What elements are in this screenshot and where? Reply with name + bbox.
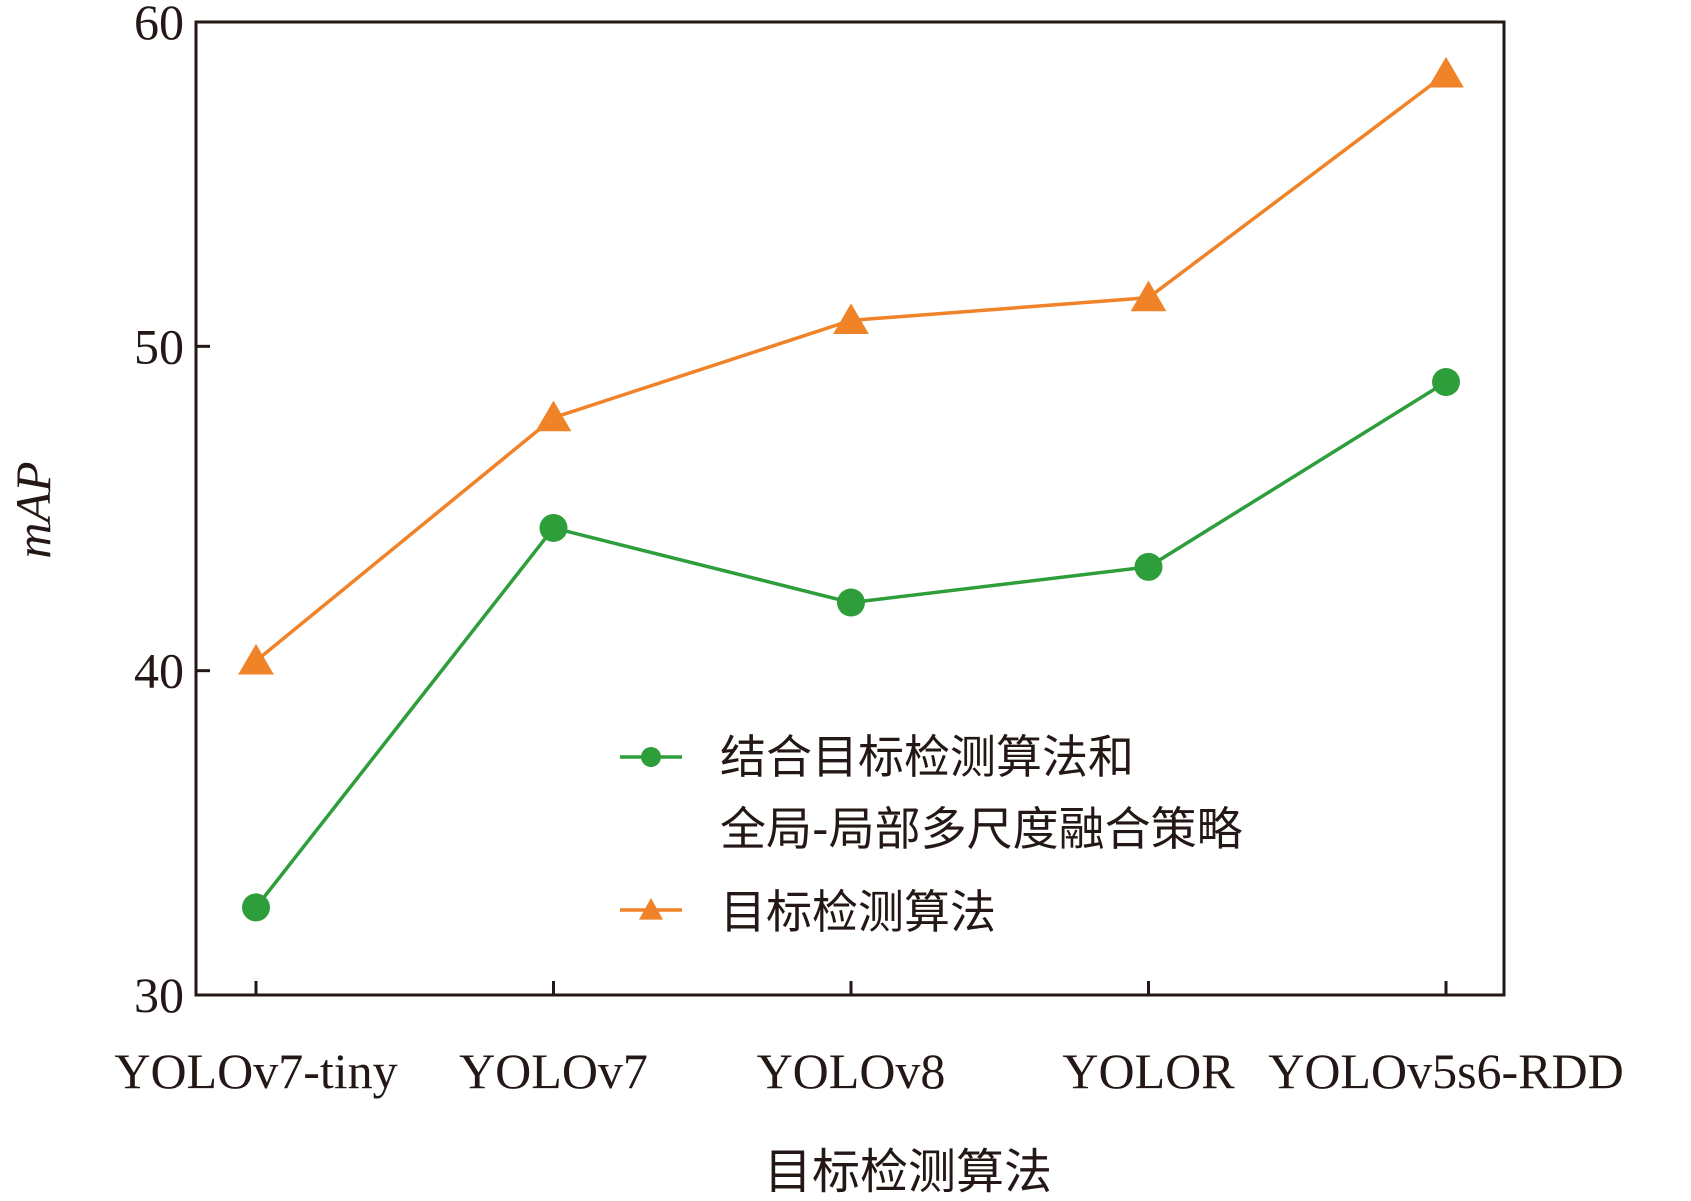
y-tick-label: 50 [134, 318, 184, 374]
x-axis-label: 目标检测算法 [764, 1144, 1052, 1200]
data-point-triangle [238, 643, 274, 675]
y-tick-label: 40 [134, 643, 184, 699]
data-point-triangle [1428, 56, 1464, 88]
x-tick-label: YOLOv7-tiny [114, 1043, 397, 1099]
y-axis-ticks: 30 40 50 60 [134, 0, 210, 1023]
legend-label: 目标检测算法 [720, 885, 996, 939]
legend-label: 结合目标检测算法和 [720, 730, 1134, 784]
data-point-circle [837, 588, 865, 617]
legend-marker-circle [641, 747, 661, 767]
y-axis-label: mAP [5, 461, 61, 558]
data-point-circle [539, 513, 568, 542]
x-tick-label: YOLOv8 [757, 1043, 946, 1099]
x-axis-ticks: YOLOv7-tiny YOLOv7 YOLOv8 YOLOR YOLOv5s6-RDD [114, 981, 1624, 1099]
data-point-triangle [833, 303, 869, 334]
legend-marker-triangle [639, 898, 663, 920]
x-tick-label: YOLOv7 [459, 1043, 648, 1099]
x-tick-label: YOLOv5s6-RDD [1268, 1043, 1624, 1099]
data-point-circle [242, 893, 270, 922]
data-point-triangle [535, 400, 572, 432]
series-line-2 [254, 72, 1448, 663]
data-point-circle [1134, 552, 1163, 581]
x-tick-label: YOLOR [1062, 1043, 1235, 1099]
data-point-circle [1432, 368, 1460, 397]
y-tick-label: 60 [134, 0, 184, 50]
y-tick-label: 30 [134, 967, 184, 1023]
data-point-triangle [1130, 280, 1167, 312]
legend-label: 全局-局部多尺度融合策略 [720, 802, 1243, 856]
series-layer [238, 56, 1464, 922]
